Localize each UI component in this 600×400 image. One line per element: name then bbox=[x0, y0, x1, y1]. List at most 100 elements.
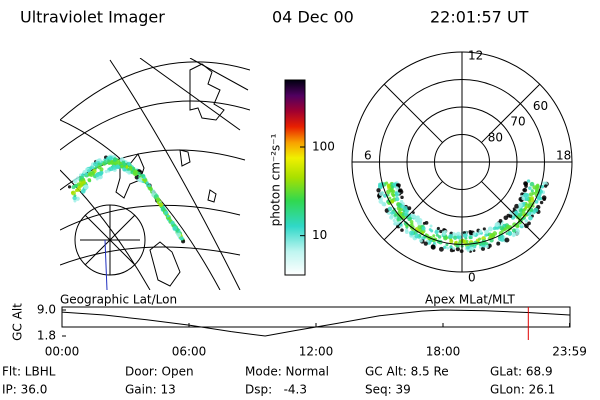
aurora-pixel bbox=[524, 196, 530, 201]
aurora-pixel bbox=[170, 220, 175, 225]
aurora-pixel bbox=[419, 238, 423, 243]
aurora-pixel bbox=[437, 235, 442, 239]
aurora-pixel bbox=[512, 232, 517, 237]
aurora-pixel bbox=[408, 217, 412, 221]
aurora-pixel bbox=[400, 204, 405, 209]
x-tick-label: 06:00 bbox=[172, 345, 207, 359]
aurora-pixel bbox=[504, 237, 510, 243]
aurora-pixel bbox=[391, 194, 395, 198]
aurora-pixel bbox=[73, 199, 77, 203]
aurora-pixel bbox=[430, 244, 436, 250]
aurora-pixel bbox=[432, 241, 436, 245]
aurora-pixel bbox=[73, 194, 77, 198]
aurora-pixel bbox=[76, 187, 81, 192]
aurora-pixel bbox=[484, 229, 490, 235]
aurora-pixel bbox=[529, 181, 535, 187]
diag-line bbox=[481, 181, 541, 241]
aurora-pixel bbox=[155, 197, 161, 202]
aurora-pixel bbox=[487, 226, 493, 232]
aurora-pixel bbox=[523, 192, 528, 198]
date: 04 Dec 00 bbox=[272, 8, 354, 27]
colorbar-tick-label: 10 bbox=[312, 228, 327, 242]
lat-ring bbox=[406, 106, 518, 218]
aurora-pixel bbox=[99, 167, 104, 172]
altitude-line bbox=[61, 309, 570, 337]
aurora-pixel bbox=[465, 239, 469, 243]
status-field: GLon: 26.1 bbox=[490, 383, 555, 397]
aurora-pixel bbox=[109, 160, 115, 165]
aurora-pixel bbox=[528, 186, 532, 190]
aurora-pixel bbox=[95, 172, 100, 178]
aurora-pixel bbox=[137, 171, 141, 176]
title: Ultraviolet Imager bbox=[20, 8, 165, 27]
aurora-pixel bbox=[524, 206, 528, 210]
aurora-pixel bbox=[387, 211, 391, 215]
lat-label: 60 bbox=[533, 99, 548, 113]
aurora-pixel bbox=[401, 212, 406, 217]
aurora-pixel bbox=[442, 230, 446, 235]
aurora-pixel bbox=[397, 212, 402, 217]
aurora-pixel bbox=[438, 246, 444, 252]
aurora-pixel bbox=[469, 246, 475, 252]
aurora-pixel bbox=[498, 219, 503, 223]
geographic-map bbox=[60, 58, 250, 290]
aurora-pixel bbox=[422, 221, 426, 225]
aurora-pixel bbox=[478, 229, 483, 234]
aurora-pixel bbox=[430, 239, 433, 243]
aurora-pixel bbox=[108, 156, 113, 161]
aurora-pixel bbox=[393, 221, 399, 226]
left-caption: Geographic Lat/Lon bbox=[60, 293, 177, 307]
aurora-pixel bbox=[138, 177, 144, 183]
aurora-pixel bbox=[392, 182, 397, 187]
aurora-pixel bbox=[454, 241, 458, 245]
aurora-pixel bbox=[507, 231, 512, 236]
aurora-pixel bbox=[72, 178, 78, 184]
aurora-pixel bbox=[535, 184, 540, 189]
aurora-pixel bbox=[421, 226, 426, 231]
aurora-pixel bbox=[164, 210, 168, 215]
aurora-pixel bbox=[530, 189, 534, 193]
aurora-pixel bbox=[478, 237, 482, 241]
aurora-pixel bbox=[122, 167, 127, 172]
aurora-pixel bbox=[417, 220, 422, 226]
mlt-label: 0 bbox=[468, 271, 476, 285]
aurora-pixel bbox=[511, 228, 517, 233]
aurora-pixel bbox=[445, 243, 449, 247]
aurora-pixel bbox=[485, 244, 489, 249]
aurora-pixel bbox=[412, 211, 415, 214]
aurora-pixel bbox=[83, 184, 89, 190]
aurora-pixel bbox=[147, 183, 151, 188]
aurora-pixel bbox=[490, 233, 496, 238]
aurora-pixel bbox=[528, 215, 533, 221]
aurora-pixel bbox=[387, 206, 393, 212]
x-tick-label: 18:00 bbox=[426, 345, 461, 359]
aurora-pixel bbox=[158, 202, 164, 208]
aurora-pixel bbox=[84, 172, 88, 176]
status-field: Door: Open bbox=[125, 365, 194, 379]
aurora-pixel bbox=[98, 171, 103, 176]
status-field: GC Alt: 8.5 Re bbox=[365, 365, 449, 379]
aurora-pixel bbox=[124, 160, 128, 164]
aurora-pixel bbox=[523, 181, 529, 187]
y-tick-label: 1.8 bbox=[37, 329, 56, 343]
aurora-pixel bbox=[376, 188, 381, 193]
aurora-pixel bbox=[429, 224, 433, 228]
aurora-pixel bbox=[466, 245, 470, 250]
aurora-pixel bbox=[468, 236, 472, 240]
aurora-pixel bbox=[512, 207, 516, 211]
aurora-pixel bbox=[535, 189, 539, 193]
aurora-pixel bbox=[80, 188, 86, 194]
aurora-pixel bbox=[397, 188, 402, 193]
aurora-pixel bbox=[409, 230, 415, 236]
aurora-pixel bbox=[128, 165, 133, 170]
aurora-pixel bbox=[514, 203, 519, 209]
aurora-pixel bbox=[395, 186, 399, 190]
colorbar bbox=[284, 79, 306, 276]
aurora-pixel bbox=[409, 219, 414, 224]
aurora-pixel bbox=[378, 191, 384, 196]
aurora-pixel bbox=[539, 200, 544, 205]
aurora-pixel bbox=[443, 245, 447, 249]
aurora-pixel bbox=[403, 221, 408, 226]
y-tick-label: 9.0 bbox=[37, 303, 56, 317]
aurora-pixel bbox=[407, 206, 412, 211]
